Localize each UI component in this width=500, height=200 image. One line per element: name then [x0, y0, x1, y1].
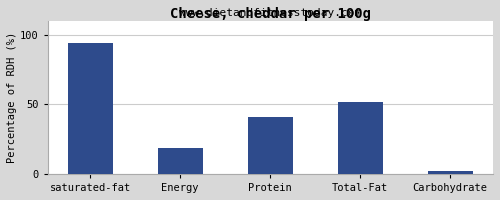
Y-axis label: Percentage of RDH (%): Percentage of RDH (%) [7, 32, 17, 163]
Bar [158, 148, 202, 174]
Bar [428, 171, 472, 174]
Bar [68, 43, 112, 174]
Bar [338, 102, 382, 174]
Title: Cheese, cheddar per 100g: Cheese, cheddar per 100g [170, 7, 370, 21]
Text: www.dietandfitnesstoday.com: www.dietandfitnesstoday.com [179, 8, 361, 18]
Bar [248, 117, 292, 174]
